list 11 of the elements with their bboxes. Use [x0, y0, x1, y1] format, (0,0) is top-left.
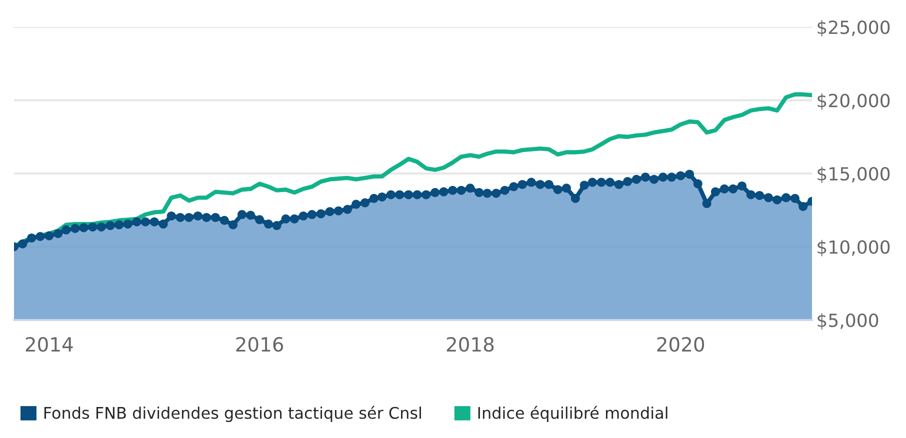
legend-label: Fonds FNB dividendes gestion tactique sér Cnsl	[44, 406, 421, 422]
x-tick-label: 2018	[446, 337, 494, 352]
x-tick-label: 2016	[236, 337, 284, 352]
y-tick-label: $25,000	[818, 20, 890, 37]
x-tick-label: 2014	[26, 337, 73, 352]
legend-label: Indice équilibré mondial	[478, 406, 668, 422]
y-tick-label: $10,000	[818, 240, 890, 256]
x-tick-label: 2020	[657, 337, 704, 352]
y-tick-label: $5,000	[818, 313, 878, 330]
y-tick-label: $15,000	[818, 166, 890, 184]
y-tick-label: $20,000	[818, 93, 890, 110]
